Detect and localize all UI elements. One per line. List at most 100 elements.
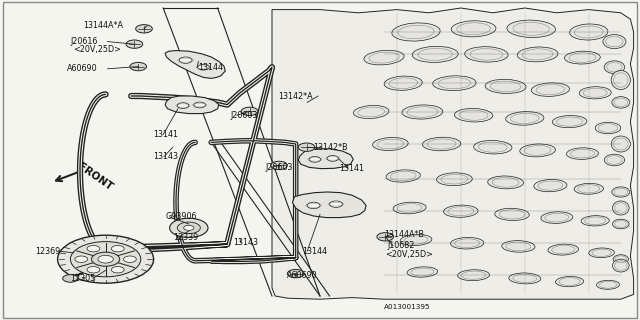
Ellipse shape — [353, 106, 389, 118]
Ellipse shape — [433, 76, 476, 91]
Circle shape — [377, 233, 394, 241]
Ellipse shape — [531, 83, 570, 96]
Ellipse shape — [581, 216, 609, 226]
Text: 13144A*B: 13144A*B — [384, 230, 424, 239]
Ellipse shape — [451, 21, 496, 37]
Polygon shape — [165, 96, 219, 114]
Circle shape — [298, 143, 315, 151]
Ellipse shape — [566, 148, 598, 159]
Circle shape — [307, 202, 320, 209]
Ellipse shape — [451, 237, 484, 249]
Circle shape — [198, 64, 209, 70]
Ellipse shape — [454, 108, 493, 122]
Ellipse shape — [458, 270, 490, 281]
Ellipse shape — [552, 116, 587, 128]
Circle shape — [58, 235, 154, 283]
Circle shape — [177, 103, 189, 108]
Polygon shape — [292, 192, 366, 218]
Text: A60690: A60690 — [67, 64, 98, 73]
Circle shape — [179, 57, 192, 63]
Ellipse shape — [612, 219, 629, 229]
Ellipse shape — [574, 183, 604, 194]
Circle shape — [75, 256, 88, 262]
Circle shape — [63, 275, 78, 282]
Ellipse shape — [509, 273, 541, 284]
Text: J20603: J20603 — [266, 163, 293, 172]
Circle shape — [124, 256, 136, 262]
Ellipse shape — [541, 212, 573, 223]
Text: 13142*A: 13142*A — [278, 92, 313, 100]
Circle shape — [309, 156, 321, 162]
Ellipse shape — [596, 280, 620, 289]
Text: 13141: 13141 — [154, 130, 179, 139]
Text: 13142*B: 13142*B — [314, 143, 348, 152]
Ellipse shape — [564, 51, 600, 64]
Ellipse shape — [444, 205, 478, 217]
Circle shape — [126, 40, 143, 48]
Ellipse shape — [393, 202, 426, 214]
Polygon shape — [272, 8, 634, 299]
Ellipse shape — [612, 187, 630, 197]
Circle shape — [194, 102, 205, 108]
Circle shape — [330, 201, 342, 207]
Ellipse shape — [384, 76, 422, 90]
Ellipse shape — [595, 122, 621, 134]
Text: A013001395: A013001395 — [384, 304, 431, 309]
Ellipse shape — [613, 255, 628, 264]
Ellipse shape — [436, 173, 472, 186]
Ellipse shape — [579, 87, 611, 99]
Text: 12305: 12305 — [70, 274, 95, 283]
Ellipse shape — [506, 112, 544, 125]
Ellipse shape — [474, 140, 512, 154]
Ellipse shape — [570, 24, 608, 40]
Ellipse shape — [612, 201, 629, 215]
Text: A60690: A60690 — [287, 271, 317, 280]
Text: FRONT: FRONT — [76, 161, 114, 192]
Ellipse shape — [402, 105, 443, 119]
Circle shape — [111, 267, 124, 273]
Ellipse shape — [603, 35, 626, 49]
Circle shape — [170, 218, 208, 237]
Ellipse shape — [612, 259, 629, 272]
Circle shape — [98, 255, 113, 263]
Ellipse shape — [488, 176, 524, 189]
Circle shape — [287, 269, 304, 278]
Ellipse shape — [400, 235, 432, 245]
Circle shape — [327, 156, 339, 161]
Ellipse shape — [502, 241, 535, 252]
Ellipse shape — [604, 154, 625, 166]
Ellipse shape — [612, 97, 630, 108]
Ellipse shape — [372, 138, 408, 150]
Ellipse shape — [534, 180, 567, 192]
Ellipse shape — [412, 46, 458, 62]
Ellipse shape — [392, 23, 440, 41]
Polygon shape — [165, 51, 225, 78]
Text: 12369: 12369 — [35, 247, 60, 256]
Text: 12339: 12339 — [173, 233, 198, 242]
Ellipse shape — [611, 70, 630, 90]
Text: 13141: 13141 — [339, 164, 364, 172]
Text: 13143: 13143 — [154, 152, 179, 161]
Ellipse shape — [604, 61, 625, 74]
Text: <20V,25D>: <20V,25D> — [385, 250, 433, 259]
Ellipse shape — [507, 20, 556, 37]
Ellipse shape — [520, 144, 556, 157]
Ellipse shape — [407, 267, 438, 277]
Polygon shape — [298, 149, 353, 169]
Text: 13143: 13143 — [234, 238, 259, 247]
Ellipse shape — [422, 137, 461, 151]
Circle shape — [241, 107, 258, 116]
Ellipse shape — [611, 136, 630, 152]
Circle shape — [130, 62, 147, 71]
Ellipse shape — [386, 170, 420, 182]
Text: 13144: 13144 — [198, 63, 223, 72]
Circle shape — [177, 222, 200, 234]
Text: 13144A*A: 13144A*A — [83, 21, 123, 30]
Circle shape — [87, 267, 100, 273]
Text: J20616: J20616 — [70, 37, 98, 46]
Circle shape — [111, 245, 124, 252]
Ellipse shape — [495, 208, 529, 220]
Text: J10682: J10682 — [387, 241, 415, 250]
Circle shape — [184, 225, 194, 230]
Text: 13144: 13144 — [302, 247, 327, 256]
